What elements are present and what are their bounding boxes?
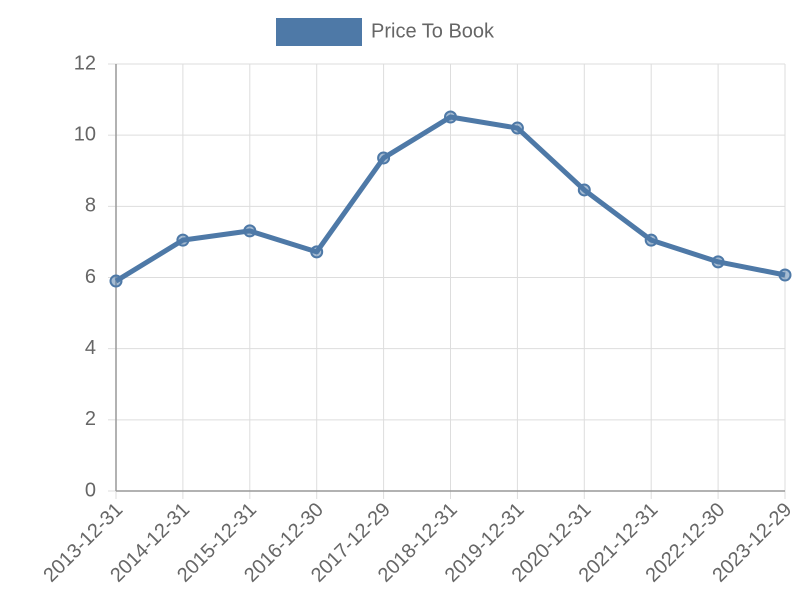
y-tick-label: 12 [74, 52, 96, 74]
y-tick-label: 0 [85, 479, 96, 501]
point [310, 245, 324, 259]
y-tick-label: 2 [85, 408, 96, 430]
y-tick-label: 4 [85, 337, 96, 359]
legend-label: Price To Book [371, 20, 495, 42]
y-tick-label: 6 [85, 266, 96, 288]
point [176, 233, 190, 247]
point [109, 274, 123, 288]
y-tick-label: 10 [74, 123, 96, 145]
point [377, 151, 391, 165]
legend-swatch [276, 18, 362, 46]
point [243, 224, 257, 238]
y-tick-label: 8 [85, 195, 96, 217]
point [644, 233, 658, 247]
point [778, 268, 792, 282]
point [444, 110, 457, 124]
point [510, 121, 524, 135]
point [577, 183, 591, 197]
point [711, 255, 725, 269]
